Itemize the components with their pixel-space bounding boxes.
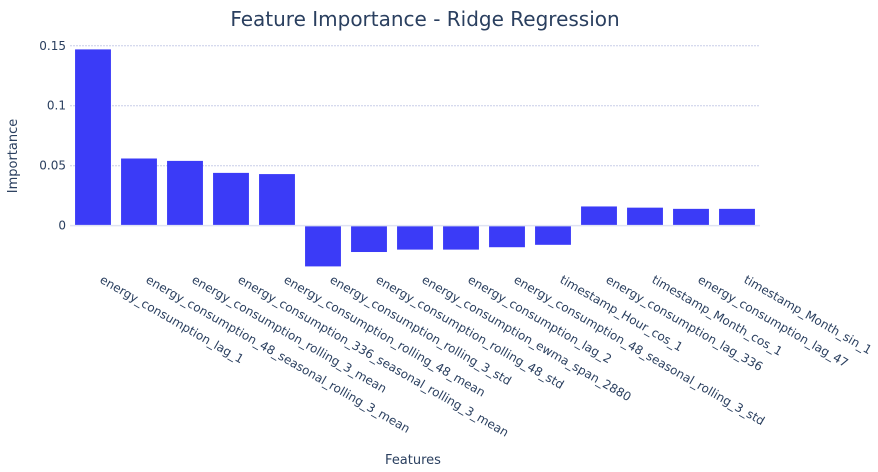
bar [351, 225, 387, 253]
bar [213, 172, 249, 226]
y-tick-label: 0.1 [47, 99, 66, 113]
y-tick-label: 0.15 [39, 39, 66, 53]
y-tick-label: 0 [58, 219, 66, 233]
bar [167, 160, 203, 226]
bar [75, 49, 111, 226]
bar [489, 225, 525, 248]
bar [673, 208, 709, 226]
bar [443, 225, 479, 250]
bars [75, 49, 755, 267]
y-axis-ticks: 0 0.05 0.1 0.15 [39, 39, 66, 233]
bar [121, 158, 157, 226]
bar [719, 208, 755, 226]
chart-title: Feature Importance - Ridge Regression [230, 7, 619, 31]
bar [581, 206, 617, 226]
bar [535, 225, 571, 245]
bar [397, 225, 433, 250]
y-axis-title: Importance [6, 119, 21, 194]
y-tick-label: 0.05 [39, 159, 66, 173]
gridlines [70, 45, 760, 167]
bar [259, 174, 295, 226]
bar [305, 225, 341, 267]
x-axis-title: Features [385, 453, 441, 468]
x-axis-tick-labels: energy_consumption_lag_1energy_consumpti… [98, 272, 875, 439]
bar [627, 207, 663, 226]
